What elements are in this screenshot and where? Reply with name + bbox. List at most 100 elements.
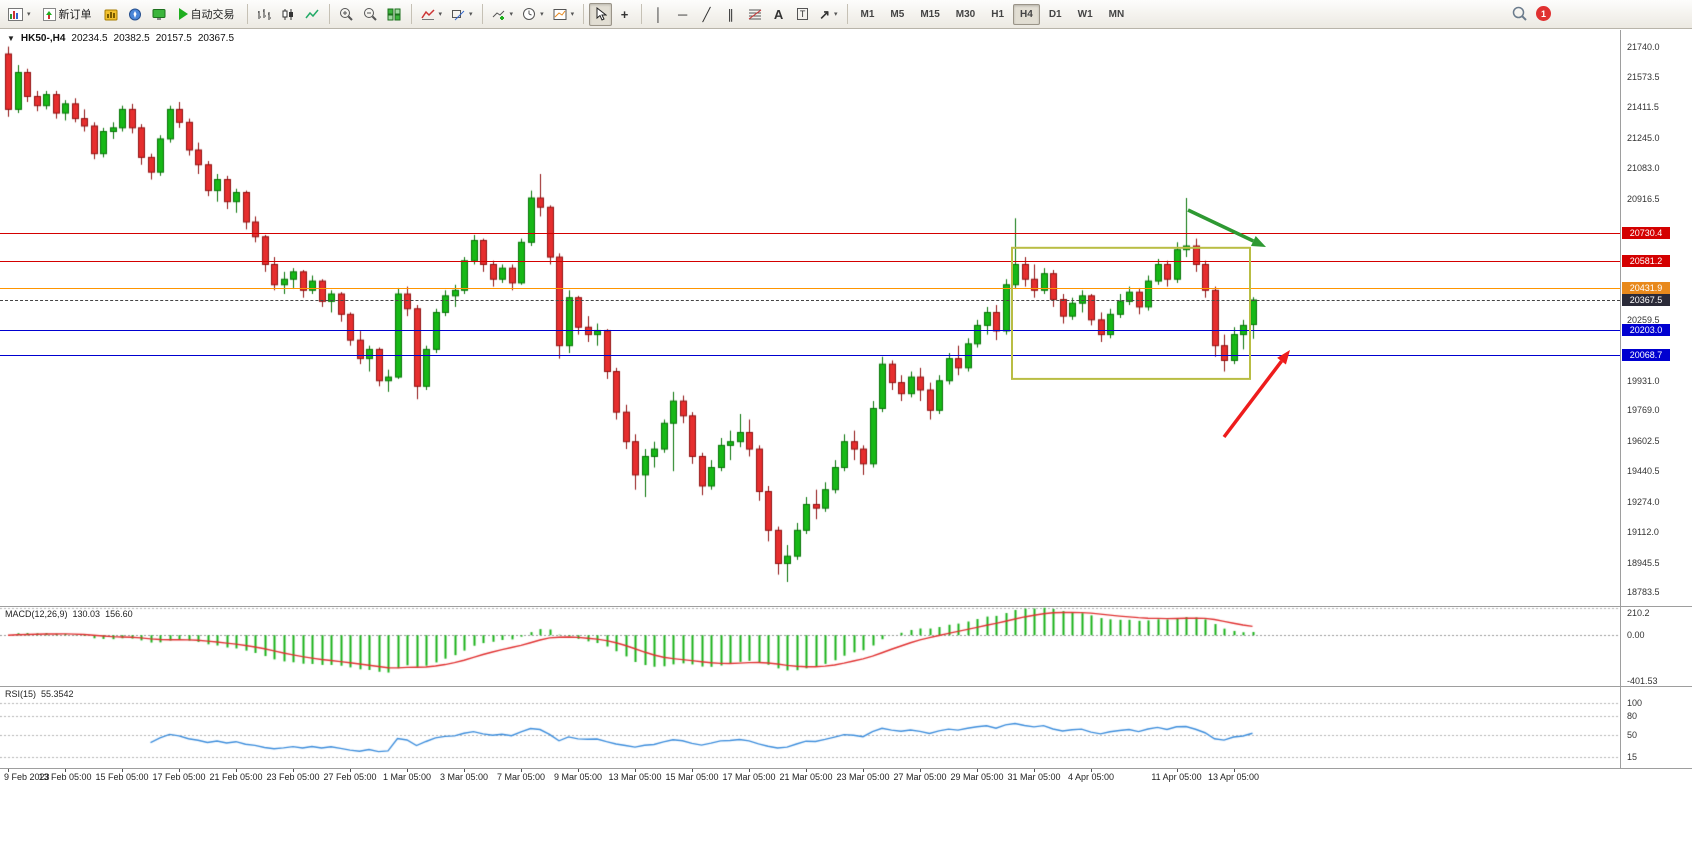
bars-chart-button[interactable] xyxy=(253,3,276,26)
timeframe-button-d1[interactable]: D1 xyxy=(1042,4,1069,25)
text-label-button[interactable]: T xyxy=(791,3,814,26)
line-chart-button[interactable] xyxy=(301,3,324,26)
price-axis-label: 21740.0 xyxy=(1627,41,1660,52)
time-axis-tick xyxy=(1177,769,1178,772)
arrows-button[interactable]: ↗ ▾ xyxy=(815,3,841,26)
time-axis-tick xyxy=(8,769,9,772)
red-arrow[interactable] xyxy=(1222,350,1290,439)
candlestick-chart-button[interactable] xyxy=(277,3,300,26)
pane-separator-macd[interactable] xyxy=(0,606,1692,607)
objects-button[interactable]: ▾ xyxy=(447,3,477,26)
timeframe-button-m5[interactable]: M5 xyxy=(883,4,911,25)
time-axis-tick xyxy=(293,769,294,772)
toolbar-right: 1 xyxy=(1512,6,1551,21)
horizontal-line-button[interactable]: ─ xyxy=(671,3,694,26)
indicator-axis-label: 100 xyxy=(1627,698,1643,708)
price-axis-label: 20259.5 xyxy=(1627,314,1660,325)
time-axis-tick xyxy=(1034,769,1035,772)
one-click-trading-toggle[interactable]: ▼ xyxy=(7,34,15,43)
price-axis-label: 20916.5 xyxy=(1627,193,1660,204)
timeframe-button-h1[interactable]: H1 xyxy=(984,4,1011,25)
timeframe-button-m1[interactable]: M1 xyxy=(854,4,882,25)
time-axis-tick xyxy=(806,769,807,772)
price-chart-canvas[interactable] xyxy=(0,30,1620,606)
navigator-button[interactable] xyxy=(124,3,147,26)
autotrading-label: 自动交易 xyxy=(190,9,235,21)
price-line-20203.0[interactable] xyxy=(0,330,1620,331)
trendline-icon: ╱ xyxy=(702,6,711,22)
price-line-20431.9[interactable] xyxy=(0,288,1620,289)
new-chart-button[interactable]: ▾ xyxy=(4,3,35,26)
price-axis-label: 19440.5 xyxy=(1627,466,1660,477)
market-watch-button[interactable] xyxy=(100,3,123,26)
timeframe-button-w1[interactable]: W1 xyxy=(1071,4,1100,25)
timeframe-button-m15[interactable]: M15 xyxy=(913,4,946,25)
macd-pane-canvas[interactable] xyxy=(0,607,1620,686)
horizontal-line-icon: ─ xyxy=(677,6,688,22)
zoom-in-button[interactable] xyxy=(335,3,358,26)
ohlc-high: 20382.5 xyxy=(113,33,150,44)
cursor-button[interactable] xyxy=(589,2,613,26)
separator xyxy=(328,4,330,24)
time-axis-label: 23 Feb 05:00 xyxy=(266,772,320,782)
autotrading-button[interactable]: 自动交易 xyxy=(172,3,242,26)
channel-button[interactable]: ∥ xyxy=(719,3,742,26)
time-axis-tick xyxy=(1091,769,1092,772)
text-icon: A xyxy=(773,6,784,22)
time-axis-label: 9 Feb 2023 xyxy=(4,772,50,782)
indicator-axis-label: 50 xyxy=(1627,730,1638,740)
time-axis-tick xyxy=(635,769,636,772)
separator xyxy=(846,4,848,24)
fibonacci-button[interactable] xyxy=(743,3,766,26)
add-indicator-button[interactable]: ▾ xyxy=(488,3,518,26)
price-axis-label: 19931.0 xyxy=(1627,375,1660,386)
separator xyxy=(410,4,412,24)
vertical-line-button[interactable]: │ xyxy=(647,3,670,26)
price-line-20581.2[interactable] xyxy=(0,261,1620,262)
rsi-label: RSI(15) 55.3542 xyxy=(5,689,74,699)
search-icon[interactable] xyxy=(1512,6,1527,21)
text-button[interactable]: A xyxy=(767,3,790,26)
time-axis-tick xyxy=(65,769,66,772)
indicator-axis-label: 210.2 xyxy=(1627,608,1650,618)
timeframe-button-h4[interactable]: H4 xyxy=(1013,3,1040,25)
time-axis-tick xyxy=(122,769,123,772)
price-axis-label: 19769.0 xyxy=(1627,405,1660,416)
drawn-rectangle[interactable] xyxy=(1011,246,1251,380)
templates-button[interactable]: ▾ xyxy=(549,3,579,26)
time-axis-tick xyxy=(350,769,351,772)
periods-button[interactable]: ▾ xyxy=(518,3,548,26)
price-axis-label: 21083.0 xyxy=(1627,162,1660,173)
zoom-out-icon xyxy=(364,8,377,21)
zoom-out-button[interactable] xyxy=(359,3,382,26)
price-line-20730.4[interactable] xyxy=(0,233,1620,234)
time-axis-label: 11 Apr 05:00 xyxy=(1151,772,1202,782)
rsi-name: RSI(15) xyxy=(5,689,37,699)
indicators-button[interactable]: ▾ xyxy=(417,3,447,26)
price-line-20068.7[interactable] xyxy=(0,355,1620,356)
timeframe-button-m30[interactable]: M30 xyxy=(949,4,982,25)
time-axis-label: 7 Mar 05:00 xyxy=(496,772,546,782)
indicator-axis-label: 0.00 xyxy=(1627,630,1645,641)
new-order-button[interactable]: 新订单 xyxy=(36,3,99,26)
time-axis-label: 21 Mar 05:00 xyxy=(779,772,833,782)
price-axis-label: 21411.5 xyxy=(1627,102,1659,113)
tile-windows-button[interactable] xyxy=(383,3,406,26)
time-axis-label: 13 Apr 05:00 xyxy=(1207,772,1260,782)
crosshair-button[interactable]: + xyxy=(613,3,636,26)
drawings-layer xyxy=(1011,208,1290,439)
price-badge-20581.2: 20581.2 xyxy=(1622,254,1670,267)
ohlc-open: 20234.5 xyxy=(71,33,108,44)
navigator-icon xyxy=(129,8,142,20)
rsi-pane-canvas[interactable] xyxy=(0,687,1620,768)
green-arrow[interactable] xyxy=(1187,208,1266,247)
time-axis-label: 17 Feb 05:00 xyxy=(152,772,206,782)
terminal-button[interactable] xyxy=(148,3,171,26)
price-line-20367.5[interactable] xyxy=(0,300,1620,301)
timeframe-button-mn[interactable]: MN xyxy=(1102,4,1132,25)
notification-badge[interactable]: 1 xyxy=(1536,6,1551,21)
time-axis-label: 13 Mar 05:00 xyxy=(608,772,662,782)
time-axis-label: 3 Mar 05:00 xyxy=(439,772,489,782)
trendline-button[interactable]: ╱ xyxy=(695,3,718,26)
pane-separator-rsi[interactable] xyxy=(0,686,1692,687)
